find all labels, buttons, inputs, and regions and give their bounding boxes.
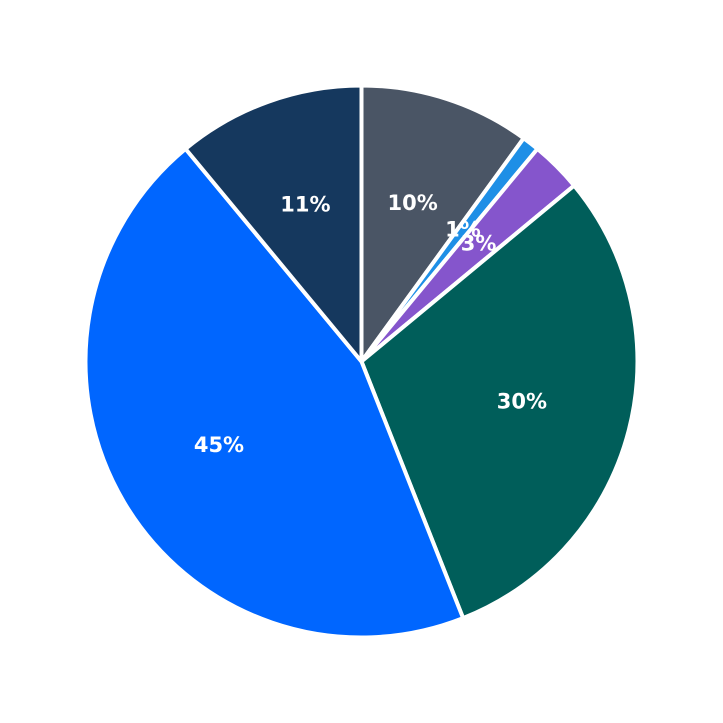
slices-layer [83,83,640,640]
slice-label-3pct: 3% [461,231,497,255]
pie-slice-10pct [359,83,526,364]
slice-label-11pct: 11% [280,193,330,217]
slice-label-45pct: 45% [194,433,244,457]
slice-label-30pct: 30% [497,390,547,414]
slice-label-1pct: 1% [445,218,481,242]
pie-slice-11pct [183,83,364,364]
labels-layer: 10% 1%3% 30% 45% 11% [194,191,547,457]
slice-label-10pct: 10% [388,191,438,215]
pie-slice-30pct [359,183,640,621]
pie-slice-45pct [83,146,466,640]
